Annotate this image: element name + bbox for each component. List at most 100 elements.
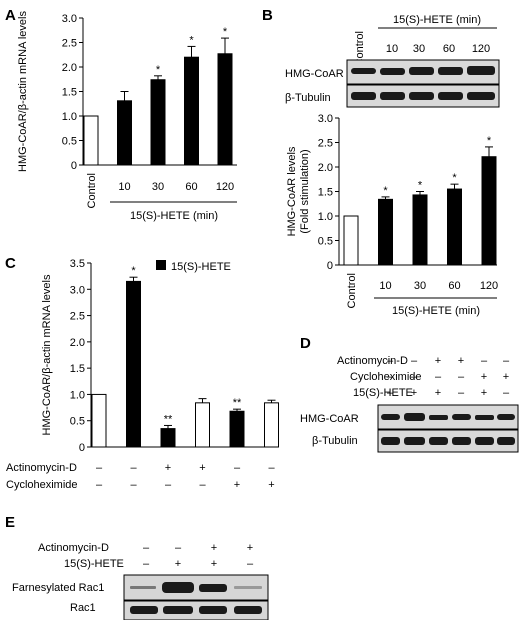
bar: [447, 188, 462, 266]
blot-d-mark: +: [435, 355, 441, 367]
blot-e-mark: +: [175, 558, 181, 570]
blot-d-band: [381, 414, 400, 420]
bar: [83, 115, 99, 166]
significance-mark: **: [233, 397, 242, 409]
condition-mark: –: [96, 462, 103, 474]
blot-e-mark: +: [247, 542, 253, 554]
blot-d-band: [475, 437, 494, 445]
x-tick-label: 10: [379, 280, 391, 292]
blot-d-band: [452, 437, 471, 445]
bar: [117, 100, 132, 166]
blot-d-band: [429, 415, 448, 420]
y-tick-label: 0: [71, 160, 77, 172]
blot-e-mark: –: [143, 542, 150, 554]
condition-mark: –: [165, 479, 172, 491]
legend-swatch: [156, 260, 166, 270]
significance-mark: **: [164, 413, 173, 425]
panel-letter-b: B: [262, 7, 273, 24]
bar: [481, 156, 497, 266]
y-tick-label: 0: [327, 260, 333, 272]
condition-mark: –: [130, 462, 137, 474]
y-tick-label: 2.5: [70, 311, 85, 323]
blot-d-row-tubulin: β-Tubulin: [312, 435, 358, 447]
blot-b-band: [438, 67, 463, 75]
blot-d-mark: –: [387, 371, 394, 383]
blot-e-row-farnesylated: Farnesylated Rac1: [12, 582, 104, 594]
y-tick-label: 2.0: [318, 162, 333, 174]
x-tick-label: 120: [480, 280, 498, 292]
blot-d-mark: +: [458, 355, 464, 367]
x-tick-label: 60: [448, 280, 460, 292]
panel-letter-e: E: [5, 514, 15, 531]
x-tick-label: 10: [118, 181, 130, 193]
blot-b-lane-control: Control: [354, 31, 366, 66]
y-tick-label: 0.5: [62, 136, 77, 148]
significance-mark: *: [156, 64, 161, 76]
y-tick-label: 0.5: [70, 416, 85, 428]
y-axis-label: HMG-CoAR levels: [286, 146, 298, 236]
chart-a: 0 0.5 1.0 1.5 2.0 2.5 3.0 HMG-CoAR/β-actin mRNA…: [17, 11, 237, 222]
blot-b-band: [438, 92, 463, 100]
y-tick-label: 1.0: [62, 111, 77, 123]
blot-e-mark: +: [211, 558, 217, 570]
bar: [126, 280, 141, 448]
y-tick-label: 2.5: [62, 38, 77, 50]
blot-d: Actinomycin-D Cycloheximide 15(S)-HETE –…: [300, 355, 519, 453]
blot-b: 15(S)-HETE (min) Control 10 30 60 120 HM…: [285, 14, 500, 108]
bar: [150, 79, 166, 166]
y-tick-label: 0.5: [318, 236, 333, 248]
blot-e-band: [130, 606, 158, 614]
blot-d-mark: –: [435, 371, 442, 383]
blot-e: Actinomycin-D 15(S)-HETE – – + + – + + – Farnes…: [12, 542, 269, 620]
significance-mark: *: [487, 135, 492, 147]
blot-e-band: [162, 582, 194, 593]
bar: [160, 428, 176, 448]
y-tick-label: 2.0: [70, 337, 85, 349]
blot-d-mark: –: [387, 355, 394, 367]
blot-e-band: [234, 606, 262, 614]
significance-mark: *: [223, 26, 228, 38]
y-tick-label: 2.0: [62, 62, 77, 74]
x-tick-label: 120: [216, 181, 234, 193]
significance-mark: *: [131, 265, 136, 277]
condition-mark: +: [199, 462, 205, 474]
blot-b-header: 15(S)-HETE (min): [393, 14, 481, 26]
y-axis-label-2: (Fold stimulation): [299, 149, 311, 233]
y-tick-label: 3.0: [70, 284, 85, 296]
blot-d-cond-2: 15(S)-HETE: [353, 387, 413, 399]
condition-mark: –: [234, 462, 241, 474]
blot-d-band: [497, 414, 515, 420]
condition-mark: –: [268, 462, 275, 474]
bar: [217, 53, 233, 166]
blot-d-mark: +: [435, 387, 441, 399]
condition-label: Cycloheximide: [6, 479, 78, 491]
y-tick-label: 2.5: [318, 138, 333, 150]
blot-d-mark: +: [503, 371, 509, 383]
x-tick-label: 30: [414, 280, 426, 292]
bar: [195, 402, 210, 448]
blot-d-band: [429, 437, 448, 445]
significance-mark: *: [418, 180, 423, 192]
blot-b-lane-120: 120: [472, 43, 490, 55]
blot-b-lane-10: 10: [386, 43, 398, 55]
blot-b-band: [409, 67, 434, 75]
blot-d-row-hmgcoar: HMG-CoAR: [300, 413, 359, 425]
blot-d-mark: –: [481, 355, 488, 367]
blot-b-band: [380, 92, 405, 100]
blot-e-rac1-strip: [123, 600, 269, 620]
blot-d-band: [452, 414, 471, 420]
y-axis-label: HMG-CoAR/β-actin mRNA levels: [17, 11, 29, 172]
blot-b-band: [351, 92, 376, 100]
blot-d-band: [381, 437, 400, 445]
blot-b-row-tubulin: β-Tubulin: [285, 92, 331, 104]
blot-b-row-hmgcoar: HMG-CoAR: [285, 68, 344, 80]
y-tick-label: 1.0: [70, 389, 85, 401]
y-tick-label: 3.0: [318, 113, 333, 125]
condition-label: Actinomycin-D: [6, 462, 77, 474]
blot-e-band: [130, 586, 156, 589]
y-tick-label: 1.5: [318, 187, 333, 199]
blot-e-mark: –: [143, 558, 150, 570]
blot-b-band: [409, 92, 434, 100]
chart-c: 0 0.5 1.0 1.5 2.0 2.5 3.0 3.5 HMG-CoAR/β-actin m…: [6, 258, 279, 491]
